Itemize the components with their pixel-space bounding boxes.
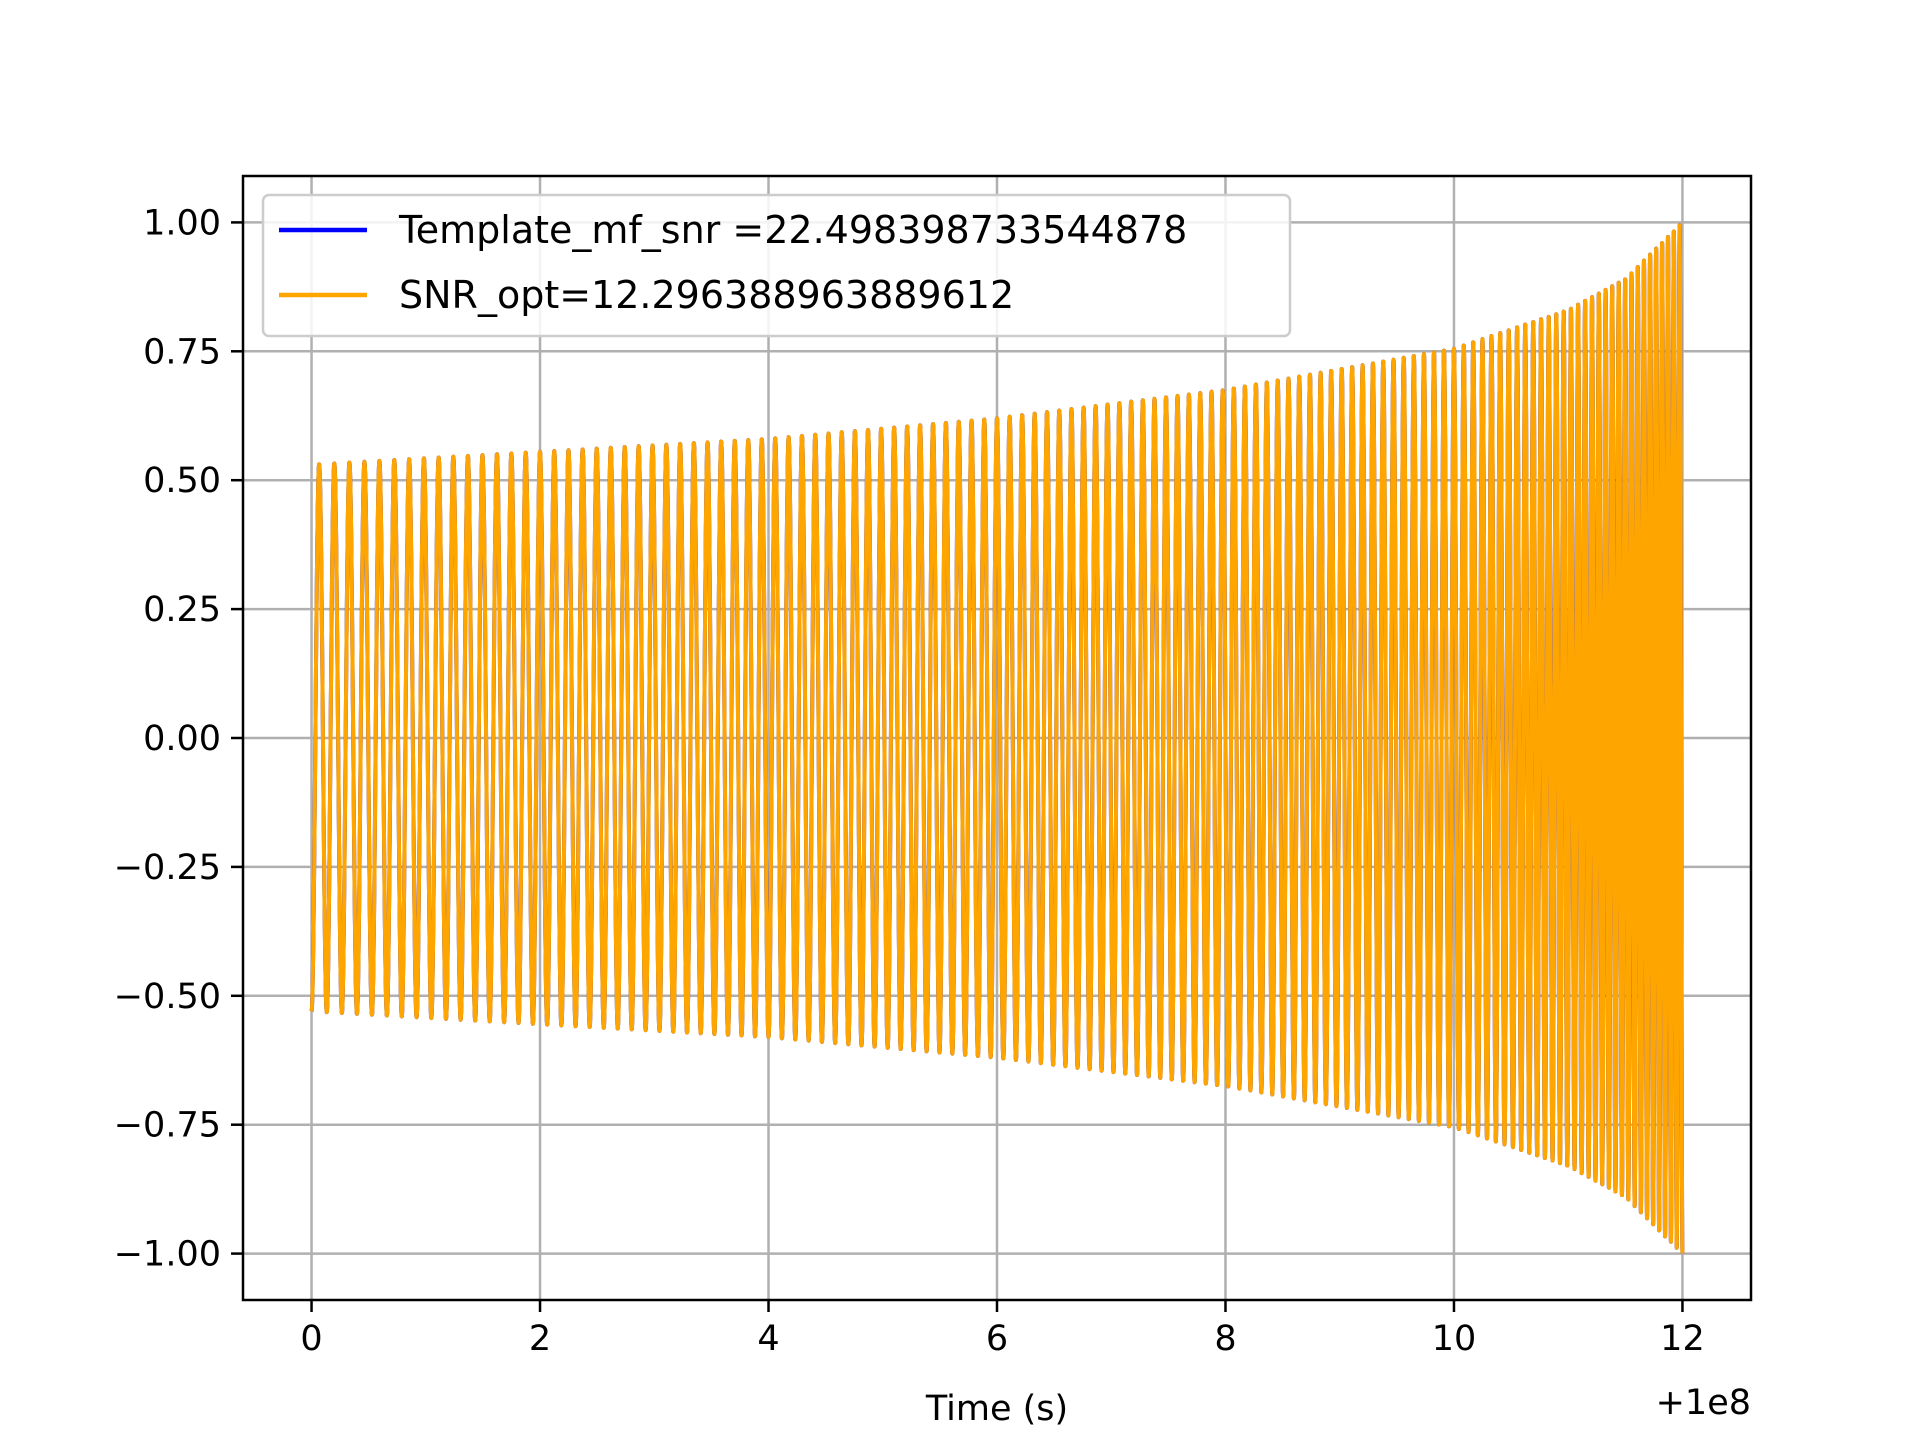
x-tick-label-0: 0: [300, 1319, 322, 1359]
y-tick-label-2: 0.50: [143, 461, 221, 501]
x-offset-label: +1e8: [1656, 1383, 1751, 1423]
y-tick-label-1: 0.75: [143, 332, 221, 372]
x-tick-label-5: 10: [1432, 1319, 1477, 1359]
legend-label-1: SNR_opt=12.296388963889612: [399, 273, 1014, 317]
x-axis-label: Time (s): [925, 1389, 1068, 1429]
ticks: 0 2 4 6 8 10 12 1.00 0.75 0.50 0.25 0.00 −0.25 −0.50 −…: [114, 203, 1705, 1359]
series-line-1: [309, 223, 1685, 1254]
series-layer: [309, 223, 1685, 1254]
y-tick-label-5: −0.25: [114, 848, 221, 888]
x-tick-label-3: 6: [986, 1319, 1008, 1359]
y-tick-label-6: −0.50: [114, 977, 221, 1017]
legend: Template_mf_snr =22.498398733544878 SNR_o…: [261, 193, 1292, 338]
y-tick-label-7: −0.75: [114, 1106, 221, 1146]
y-tick-label-8: −1.00: [114, 1235, 221, 1275]
legend-label-0: Template_mf_snr =22.498398733544878: [398, 208, 1187, 252]
legend-box: [261, 193, 1292, 338]
y-tick-label-0: 1.00: [143, 203, 221, 243]
x-tick-label-2: 4: [757, 1319, 779, 1359]
y-tick-label-4: 0.00: [143, 719, 221, 759]
y-tick-label-3: 0.25: [143, 590, 221, 630]
x-tick-label-4: 8: [1214, 1319, 1236, 1359]
x-tick-label-1: 2: [529, 1319, 551, 1359]
x-tick-label-6: 12: [1660, 1319, 1705, 1359]
